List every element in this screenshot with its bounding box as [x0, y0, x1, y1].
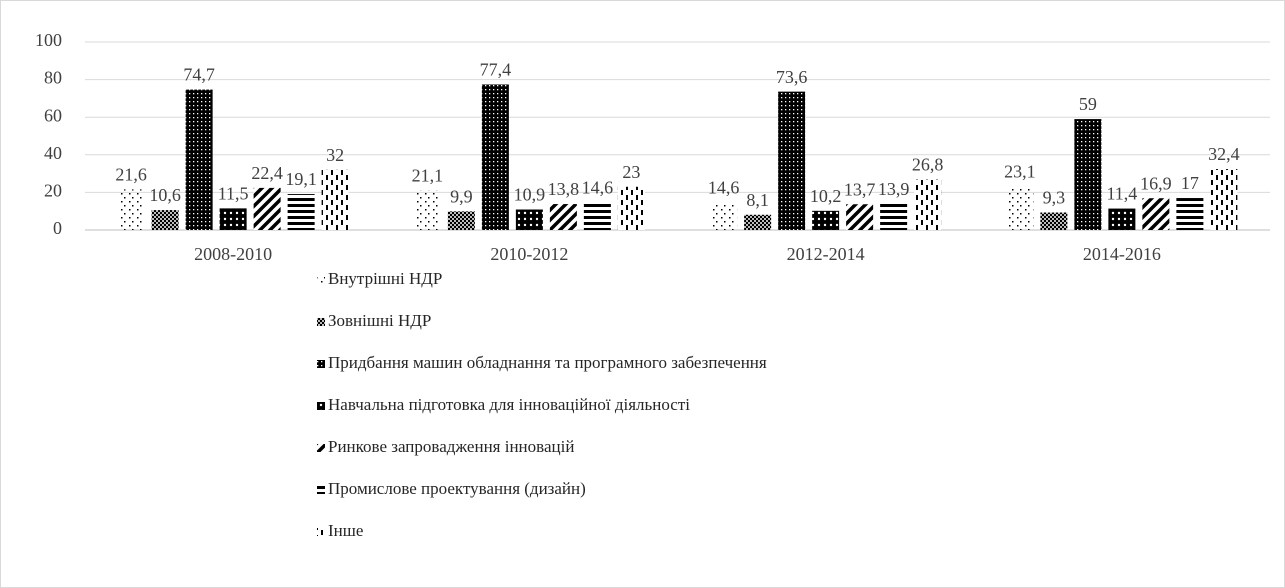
bar [812, 210, 840, 230]
data-label: 21,1 [412, 165, 444, 185]
y-tick-label: 20 [44, 181, 62, 201]
data-label: 32 [326, 145, 344, 165]
legend-swatch [317, 444, 325, 452]
legend-label: Ринкове запровадження інновацій [328, 437, 574, 456]
data-label: 26,8 [912, 155, 944, 175]
data-label: 11,4 [1106, 184, 1137, 204]
data-label: 23,1 [1004, 162, 1036, 182]
bar [253, 187, 281, 230]
bar [1074, 119, 1102, 230]
x-tick-label: 2014-2016 [1083, 244, 1161, 264]
bar [880, 203, 908, 230]
bar [185, 89, 213, 231]
legend-label: Навчальна підготовка для інноваційної ді… [328, 395, 690, 414]
data-label: 32,4 [1208, 144, 1240, 164]
legend-label: Промислове проектування (дизайн) [328, 479, 586, 498]
legend-label: Придбання машин обладнання та програмног… [328, 353, 767, 372]
bar [287, 194, 315, 230]
bar [744, 214, 772, 230]
data-label: 59 [1079, 94, 1097, 114]
data-label: 16,9 [1140, 173, 1172, 193]
data-label: 77,4 [480, 60, 512, 80]
data-label: 14,6 [582, 178, 614, 198]
bar [481, 84, 509, 230]
data-label: 8,1 [746, 190, 769, 210]
data-label: 73,6 [776, 67, 808, 87]
bar [1176, 198, 1204, 230]
data-label: 13,9 [878, 179, 910, 199]
bar [617, 186, 645, 230]
data-label: 19,1 [285, 169, 317, 189]
bar [219, 208, 247, 230]
bar [1006, 186, 1034, 230]
data-label: 74,7 [183, 65, 215, 85]
bar [321, 169, 349, 230]
y-tick-label: 0 [53, 218, 62, 238]
y-tick-label: 60 [44, 105, 62, 125]
bar [1210, 169, 1238, 230]
data-label: 9,3 [1043, 188, 1066, 208]
legend-label: Зовнішні НДР [328, 311, 431, 330]
legend-swatch [317, 360, 325, 368]
legend-swatch [317, 276, 325, 284]
bar [1040, 212, 1068, 230]
data-label: 11,5 [218, 184, 249, 204]
bar [447, 211, 475, 230]
bar [914, 179, 942, 230]
data-label: 23 [622, 162, 640, 182]
bar [1142, 198, 1170, 230]
data-label: 21,6 [115, 165, 147, 185]
bar [710, 202, 738, 230]
legend-label: Інше [328, 521, 363, 540]
legend-swatch [317, 318, 325, 326]
data-label: 22,4 [251, 163, 283, 183]
data-label: 14,6 [708, 178, 740, 198]
x-tick-label: 2008-2010 [194, 244, 272, 264]
data-label: 10,6 [149, 185, 181, 205]
data-label: 13,7 [844, 179, 876, 199]
bar [549, 204, 577, 230]
data-label: 10,2 [810, 186, 842, 206]
bar [413, 190, 441, 230]
x-tick-label: 2012-2014 [787, 244, 865, 264]
x-tick-label: 2010-2012 [490, 244, 568, 264]
data-label: 13,8 [548, 179, 580, 199]
bar [515, 209, 543, 230]
bar [117, 189, 145, 230]
data-label: 10,9 [514, 185, 546, 205]
legend-swatch [317, 486, 325, 494]
bar [151, 210, 179, 230]
legend-swatch [317, 528, 325, 536]
data-label: 9,9 [450, 187, 473, 207]
legend-swatch [317, 402, 325, 410]
bar [583, 202, 611, 230]
y-tick-label: 40 [44, 143, 62, 163]
y-tick-label: 100 [35, 30, 62, 50]
legend-label: Внутрішні НДР [328, 269, 442, 288]
bar [846, 204, 874, 230]
bar [1108, 208, 1136, 230]
y-tick-label: 80 [44, 68, 62, 88]
data-label: 17 [1181, 173, 1199, 193]
bar [778, 91, 806, 230]
